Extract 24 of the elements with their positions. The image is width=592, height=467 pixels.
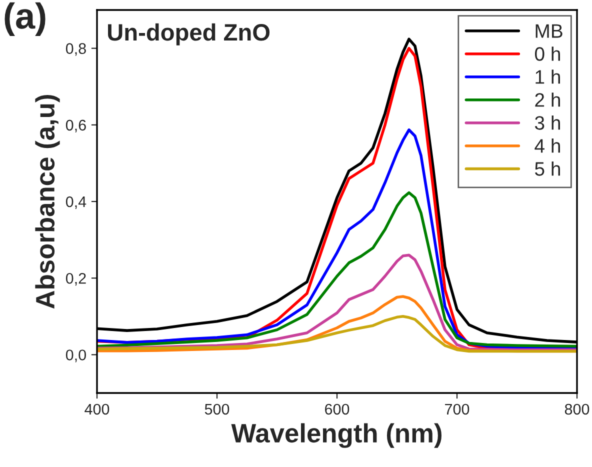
x-tick-label: 600 [325,404,350,415]
x-tick-label: 700 [445,404,470,415]
text: (a) [4,2,46,36]
legend-label: MB [536,24,562,38]
line-series [97,191,577,348]
x-tick-label: 500 [204,404,230,415]
x-tick-label: 400 [84,404,110,415]
legend-label: 3 h [534,116,560,130]
y-tick-label: 0,4 [66,196,86,209]
x-tick-label: 800 [564,404,590,415]
legend-label: 2 h [535,92,560,107]
y-tick-label: 0,2 [66,272,86,286]
line-series [97,315,577,353]
legend-label: 5 h [535,162,560,176]
annotation: Un-doped ZnO [108,23,270,46]
x-axis-title: Wavelength (nm) [231,423,442,448]
y-tick-label: 0,0 [66,350,86,362]
legend-label: 0 h [534,46,560,61]
line-series [97,128,577,350]
y-axis-title: Absorbance (a,u) [35,95,60,309]
legend-label: 1 h [536,70,560,84]
y-tick-label: 0,8 [66,43,86,56]
y-tick-label: 0,6 [66,120,86,132]
legend-label: 4 h [534,138,560,153]
